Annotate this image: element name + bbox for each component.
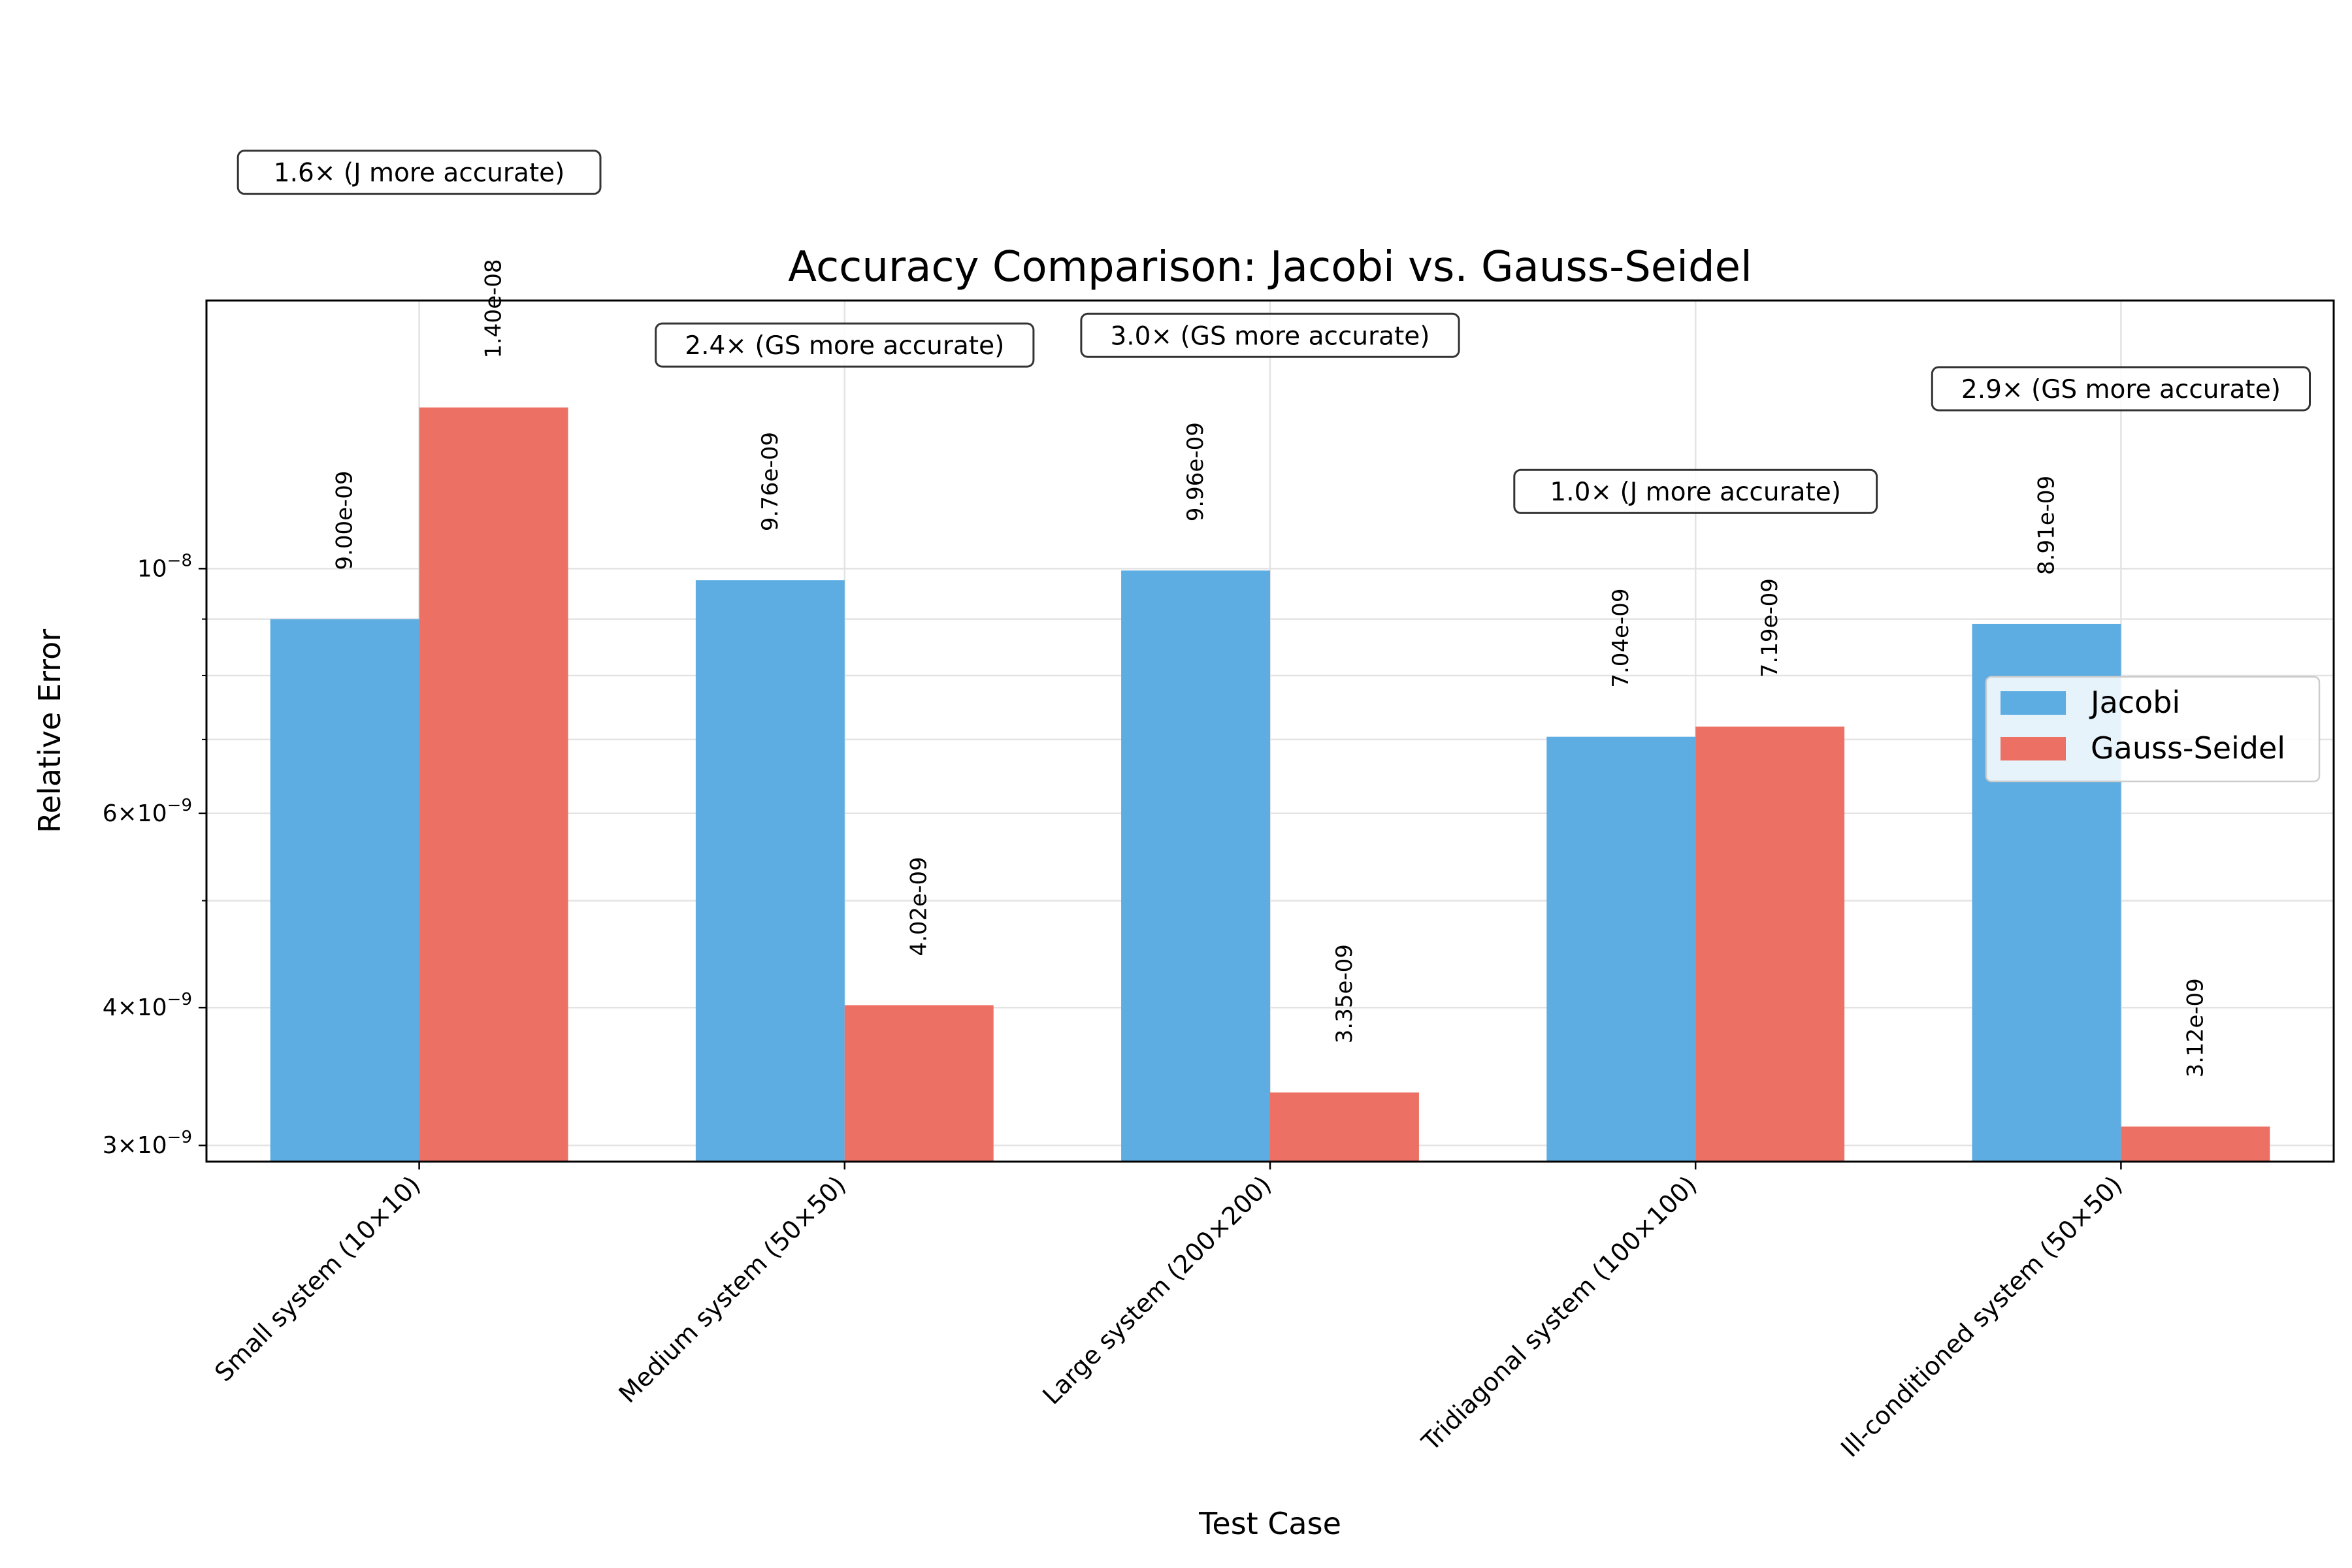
data-label: 7.19e-09 (1757, 578, 1783, 678)
data-label: 3.12e-09 (2182, 978, 2208, 1077)
bar-gauss-seidel-1 (844, 1005, 994, 1162)
ratio-annotation: 1.0× (J more accurate) (1550, 478, 1841, 507)
bar-gauss-seidel-0 (419, 407, 568, 1162)
legend-label: Jacobi (2089, 685, 2180, 720)
x-tick-label: Medium system (50×50) (613, 1170, 852, 1409)
bar-gauss-seidel-4 (2121, 1126, 2270, 1162)
data-label: 7.04e-09 (1608, 589, 1634, 688)
legend-swatch-jacobi (2001, 691, 2066, 715)
legend-swatch-gauss-seidel (2001, 737, 2066, 760)
ratio-annotation-box (1931, 366, 2311, 412)
ratio-annotation-box (237, 150, 602, 195)
bar-jacobi-3 (1546, 736, 1696, 1162)
ratio-annotation-box (1513, 468, 1878, 514)
data-label: 1.40e-08 (481, 259, 507, 358)
legend-label: Gauss-Seidel (2091, 730, 2285, 766)
data-label: 4.02e-09 (906, 857, 932, 956)
legend-box (1985, 676, 2321, 783)
data-label: 9.00e-09 (332, 470, 358, 570)
data-label: 9.96e-09 (1183, 422, 1209, 521)
data-label: 8.91e-09 (2033, 476, 2059, 575)
bar-jacobi-2 (1121, 570, 1270, 1162)
data-label: 3.35e-09 (1331, 944, 1358, 1043)
y-tick-label: 3×10−9 (103, 1128, 192, 1159)
data-label: 9.76e-09 (757, 432, 783, 531)
x-tick-label: Small system (10×10) (209, 1170, 426, 1387)
x-tick-label: Tridiagonal system (100×100) (1416, 1170, 1703, 1457)
ratio-annotation-box (1080, 312, 1460, 358)
ratio-annotation: 3.0× (GS more accurate) (1110, 321, 1429, 351)
x-axis-label: Test Case (1198, 1506, 1341, 1541)
ratio-annotation-box (655, 322, 1035, 368)
x-tick-label: Large system (200×200) (1037, 1170, 1277, 1410)
x-tick-label: Ill-conditioned system (50×50) (1835, 1170, 2128, 1463)
y-axis-label: Relative Error (32, 629, 67, 833)
ratio-annotation: 2.4× (GS more accurate) (685, 331, 1004, 361)
bar-gauss-seidel-2 (1270, 1092, 1419, 1162)
bar-jacobi-0 (270, 619, 419, 1162)
ratio-annotation: 1.6× (J more accurate) (274, 159, 565, 188)
y-tick-label: 10−8 (137, 551, 192, 582)
bar-gauss-seidel-3 (1695, 727, 1845, 1162)
y-tick-label: 4×10−9 (103, 990, 192, 1021)
bar-jacobi-1 (695, 580, 845, 1162)
chart-title: Accuracy Comparison: Jacobi vs. Gauss-Se… (788, 243, 1752, 291)
y-tick-label: 6×10−9 (103, 796, 192, 827)
ratio-annotation: 2.9× (GS more accurate) (1961, 375, 2281, 404)
